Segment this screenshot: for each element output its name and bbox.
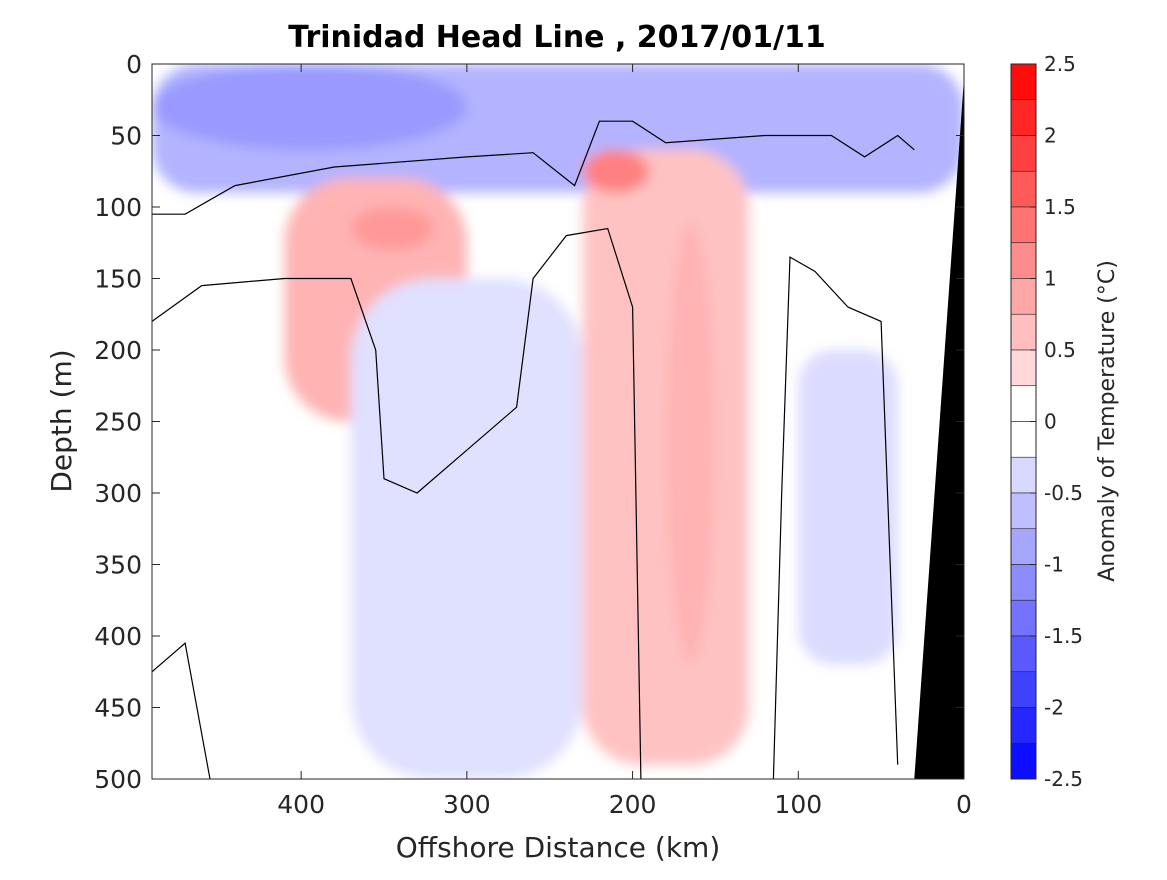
colorbar-segment (1010, 671, 1037, 708)
anomaly-core (582, 149, 650, 193)
anomaly-blob (582, 149, 749, 765)
colorbar-segment (1010, 528, 1037, 565)
anomaly-blob (798, 350, 898, 665)
colorbar-tick-label: -2.5 (1044, 767, 1083, 791)
plot-area (152, 64, 964, 779)
y-tick-label: 150 (94, 265, 142, 294)
colorbar-segment (1010, 456, 1037, 494)
colorbar-segment (1010, 63, 1037, 101)
y-tick-label: 50 (110, 122, 142, 151)
colorbar-segment (1010, 99, 1037, 136)
x-tick-label: 300 (443, 790, 491, 819)
colorbar-tick-label: 1.5 (1044, 195, 1076, 219)
anomaly-fields (152, 64, 964, 779)
y-tick-label: 350 (94, 551, 142, 580)
bathymetry-area (914, 78, 964, 779)
colorbar-segment (1010, 313, 1037, 351)
zero-contour-line (152, 120, 915, 215)
x-tick-label: 100 (774, 790, 822, 819)
colorbar-segment (1010, 635, 1037, 673)
chart-title: Trinidad Head Line , 2017/01/11 (288, 20, 825, 55)
y-tick-label: 500 (94, 765, 142, 794)
colorbar-segment (1010, 599, 1037, 637)
y-tick-label: 200 (94, 336, 142, 365)
colorbar-segment (1010, 278, 1037, 315)
colorbar-segment (1010, 385, 1037, 422)
anomaly-blob (350, 278, 583, 779)
colorbar-segment (1010, 170, 1037, 208)
x-axis: 400 300 200 100 0 (277, 64, 972, 819)
y-axis: 0 50 100 150 200 250 300 350 400 450 500 (94, 50, 964, 794)
x-tick-label: 200 (609, 790, 657, 819)
colorbar-tick-label: 1 (1044, 267, 1057, 291)
x-axis-label: Offshore Distance (km) (396, 831, 721, 864)
colorbar-segment (1010, 242, 1037, 279)
colorbar-label: Anomaly of Temperature (°C) (1095, 260, 1120, 582)
colorbar-tick-label: -1 (1044, 553, 1064, 577)
colorbar-segment (1010, 564, 1037, 601)
colorbar-tick-label: -2 (1044, 696, 1064, 720)
colorbar-segment (1010, 135, 1037, 172)
colorbar-segment (1010, 707, 1037, 744)
colorbar-tick-label: 2 (1044, 124, 1057, 148)
zero-contour-line (772, 256, 899, 779)
anomaly-core (152, 64, 467, 150)
y-tick-label: 400 (94, 622, 142, 651)
colorbar-tick-label: 2.5 (1044, 52, 1076, 76)
colorbar-segment (1010, 492, 1037, 530)
y-axis-label: Depth (m) (45, 349, 78, 492)
colorbar-tick-label: 0 (1044, 410, 1057, 434)
colorbar-tick-label: -1.5 (1044, 624, 1083, 648)
y-tick-label: 300 (94, 479, 142, 508)
zero-contours (152, 120, 915, 779)
y-tick-label: 0 (126, 50, 142, 79)
anomaly-core (350, 207, 434, 250)
anomaly-core (665, 221, 716, 665)
colorbar: 2.5 2 1.5 1 0.5 0 -0.5 -1 -1.5 -2 -2.5 (1010, 52, 1083, 791)
colorbar-tick-label: 0.5 (1044, 338, 1076, 362)
colorbar-tick-label: -0.5 (1044, 481, 1083, 505)
colorbar-segment (1010, 349, 1037, 387)
y-tick-label: 450 (94, 694, 142, 723)
y-tick-label: 250 (94, 408, 142, 437)
x-tick-label: 0 (956, 790, 972, 819)
y-tick-label: 100 (94, 193, 142, 222)
x-tick-label: 400 (277, 790, 325, 819)
colorbar-segment (1010, 421, 1037, 458)
colorbar-segment (1010, 206, 1037, 244)
zero-contour-line (152, 642, 211, 779)
colorbar-segment (1010, 742, 1037, 780)
zero-contour-line (152, 227, 642, 779)
